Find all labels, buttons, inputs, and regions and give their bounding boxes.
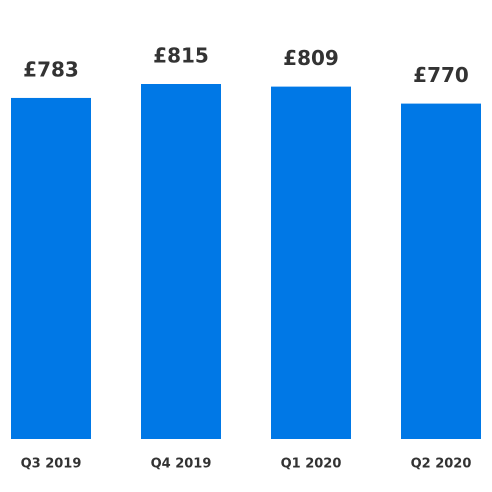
value-label: £770 [413, 63, 469, 87]
value-label: £783 [23, 57, 79, 81]
bar [401, 103, 481, 439]
x-tick-label: Q3 2019 [21, 457, 82, 472]
value-label: £809 [283, 46, 339, 70]
x-tick-label: Q1 2020 [281, 457, 342, 472]
x-tick-label: Q4 2019 [151, 457, 212, 472]
bar [271, 86, 351, 439]
x-tick-label: Q2 2020 [411, 457, 472, 472]
bar [141, 84, 221, 439]
bar [11, 97, 91, 439]
value-label: £815 [153, 44, 209, 68]
